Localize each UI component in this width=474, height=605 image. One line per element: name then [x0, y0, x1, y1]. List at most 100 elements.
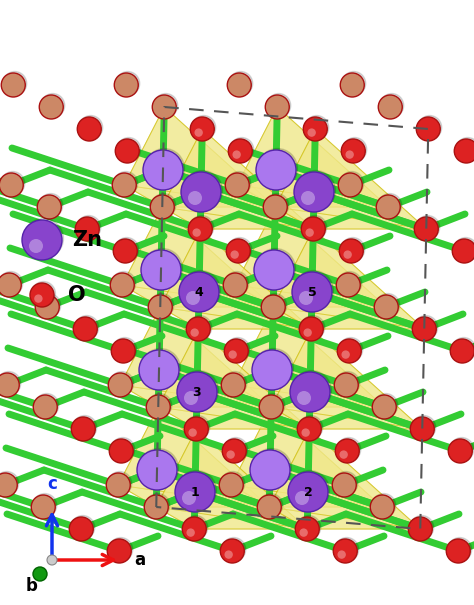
Circle shape	[154, 94, 178, 117]
Circle shape	[186, 291, 200, 305]
Circle shape	[41, 94, 65, 117]
Polygon shape	[233, 385, 384, 407]
Circle shape	[181, 270, 220, 310]
Polygon shape	[231, 407, 271, 507]
Circle shape	[115, 139, 139, 163]
Circle shape	[113, 338, 137, 362]
Circle shape	[194, 128, 203, 137]
Circle shape	[254, 250, 294, 290]
Circle shape	[176, 471, 217, 511]
Circle shape	[301, 428, 310, 437]
Circle shape	[337, 437, 361, 462]
Circle shape	[190, 215, 214, 240]
Circle shape	[295, 517, 319, 541]
Circle shape	[250, 450, 290, 490]
Circle shape	[112, 173, 136, 197]
Circle shape	[184, 515, 208, 540]
Circle shape	[182, 171, 222, 211]
Circle shape	[263, 195, 287, 219]
Circle shape	[114, 171, 138, 195]
Circle shape	[452, 239, 474, 263]
Polygon shape	[309, 329, 422, 429]
Circle shape	[257, 148, 298, 189]
Text: 3: 3	[193, 385, 201, 399]
Circle shape	[299, 291, 313, 305]
Circle shape	[332, 473, 356, 497]
Circle shape	[410, 515, 434, 540]
Circle shape	[182, 491, 196, 505]
Polygon shape	[158, 407, 309, 429]
Circle shape	[297, 417, 321, 441]
Polygon shape	[273, 207, 386, 307]
Circle shape	[341, 350, 350, 359]
Circle shape	[24, 218, 64, 258]
Circle shape	[305, 116, 329, 140]
Polygon shape	[237, 107, 388, 207]
Circle shape	[297, 391, 311, 405]
Circle shape	[334, 471, 358, 495]
Text: c: c	[47, 475, 57, 493]
Circle shape	[408, 517, 432, 541]
Circle shape	[186, 317, 210, 341]
Polygon shape	[118, 407, 158, 507]
Circle shape	[189, 428, 197, 437]
Circle shape	[29, 239, 43, 253]
Polygon shape	[271, 329, 422, 429]
Circle shape	[290, 372, 330, 412]
Circle shape	[301, 315, 325, 339]
Circle shape	[35, 393, 59, 417]
Circle shape	[305, 229, 314, 237]
Circle shape	[295, 491, 309, 505]
Circle shape	[454, 238, 474, 261]
Text: 2: 2	[304, 485, 312, 499]
Circle shape	[223, 371, 247, 396]
Circle shape	[223, 273, 247, 297]
Circle shape	[342, 71, 366, 96]
Circle shape	[339, 450, 348, 459]
Circle shape	[372, 494, 396, 517]
Polygon shape	[118, 407, 269, 507]
Circle shape	[446, 539, 470, 563]
Circle shape	[3, 71, 27, 96]
Circle shape	[143, 150, 183, 190]
Circle shape	[255, 249, 295, 289]
Circle shape	[191, 329, 199, 337]
Circle shape	[448, 537, 472, 561]
Polygon shape	[307, 429, 420, 529]
Circle shape	[370, 495, 394, 519]
Circle shape	[39, 95, 63, 119]
Circle shape	[265, 194, 289, 218]
Circle shape	[448, 439, 472, 463]
Circle shape	[222, 537, 246, 561]
Circle shape	[109, 537, 133, 561]
Circle shape	[188, 217, 212, 241]
Circle shape	[456, 137, 474, 162]
Polygon shape	[269, 507, 420, 529]
Text: a: a	[134, 551, 145, 569]
Circle shape	[228, 350, 237, 359]
Circle shape	[334, 373, 358, 397]
Polygon shape	[275, 107, 388, 207]
Circle shape	[150, 195, 174, 219]
Circle shape	[110, 371, 134, 396]
Circle shape	[107, 539, 131, 563]
Circle shape	[252, 350, 292, 390]
Polygon shape	[235, 285, 386, 307]
Circle shape	[192, 229, 201, 237]
Polygon shape	[122, 207, 162, 307]
Circle shape	[227, 73, 251, 97]
Polygon shape	[275, 207, 426, 229]
Circle shape	[0, 272, 23, 295]
Text: 5: 5	[308, 286, 316, 298]
Circle shape	[294, 172, 334, 212]
Text: b: b	[26, 577, 38, 595]
Circle shape	[256, 150, 296, 190]
Circle shape	[412, 317, 436, 341]
Circle shape	[416, 215, 440, 240]
Circle shape	[77, 117, 101, 141]
Circle shape	[69, 517, 93, 541]
Circle shape	[108, 373, 132, 397]
Polygon shape	[124, 107, 164, 207]
Polygon shape	[120, 385, 271, 407]
Circle shape	[0, 471, 19, 495]
